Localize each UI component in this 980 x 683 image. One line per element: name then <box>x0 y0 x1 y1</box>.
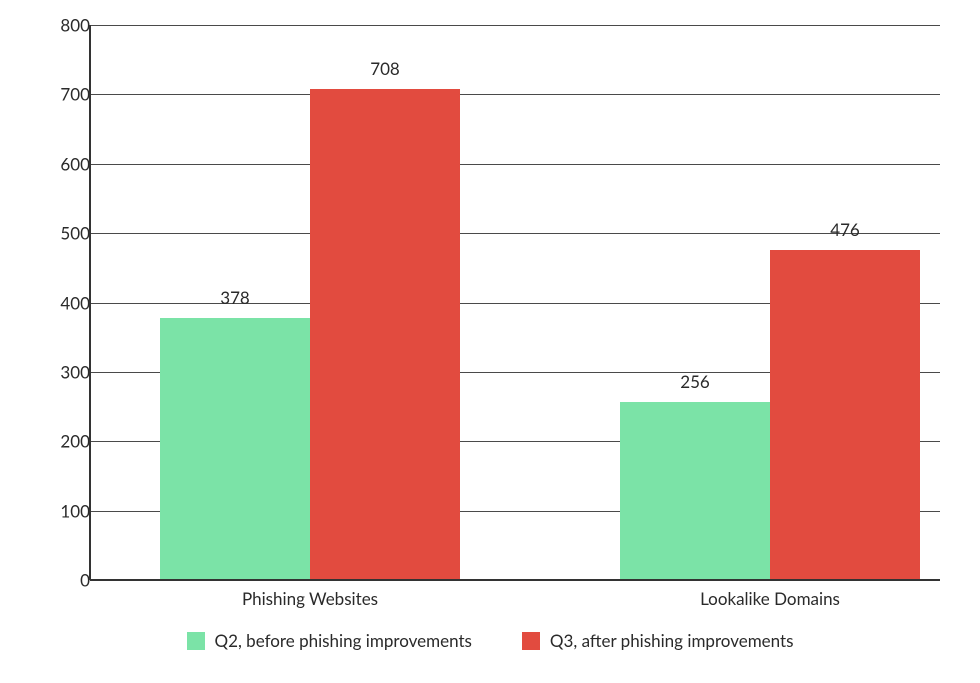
y-tick-label: 600 <box>40 153 90 174</box>
y-tick-label: 300 <box>40 361 90 382</box>
legend-item-q2: Q2, before phishing improvements <box>187 630 472 651</box>
legend-item-q3: Q3, after phishing improvements <box>522 630 794 651</box>
legend-label: Q3, after phishing improvements <box>550 630 794 651</box>
y-axis <box>89 25 91 580</box>
legend-swatch <box>522 632 540 650</box>
bar-q3-lookalike <box>770 250 920 580</box>
y-tick-label: 100 <box>40 500 90 521</box>
gridline <box>90 233 940 234</box>
gridline <box>90 25 940 26</box>
plot-area: 378 708 256 476 <box>90 25 940 580</box>
bar-value-label: 708 <box>370 58 400 79</box>
y-tick-label: 500 <box>40 223 90 244</box>
y-tick-label: 800 <box>40 15 90 36</box>
y-tick-label: 700 <box>40 84 90 105</box>
bar-value-label: 378 <box>220 287 250 308</box>
gridline <box>90 94 940 95</box>
y-tick-label: 0 <box>40 570 90 591</box>
x-axis <box>90 579 940 581</box>
y-tick-label: 200 <box>40 431 90 452</box>
bar-q3-phishing <box>310 89 460 580</box>
bar-value-label: 476 <box>830 219 860 240</box>
x-tick-label: Phishing Websites <box>242 588 378 609</box>
legend-label: Q2, before phishing improvements <box>215 630 472 651</box>
gridline <box>90 164 940 165</box>
bar-q2-phishing <box>160 318 310 580</box>
y-tick-label: 400 <box>40 292 90 313</box>
bar-chart: 800 700 600 500 400 300 200 100 0 378 70… <box>30 10 950 670</box>
legend-swatch <box>187 632 205 650</box>
bar-q2-lookalike <box>620 402 770 580</box>
legend: Q2, before phishing improvements Q3, aft… <box>30 630 950 651</box>
x-tick-label: Lookalike Domains <box>700 588 840 609</box>
bar-value-label: 256 <box>680 371 710 392</box>
